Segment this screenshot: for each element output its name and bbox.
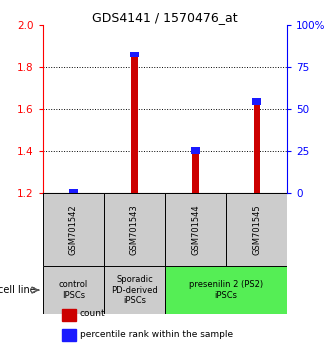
- Bar: [252, 98, 261, 105]
- Text: GSM701545: GSM701545: [252, 204, 261, 255]
- Text: GSM701542: GSM701542: [69, 204, 78, 255]
- Text: GSM701544: GSM701544: [191, 204, 200, 255]
- Text: count: count: [80, 309, 105, 319]
- Bar: [69, 189, 78, 193]
- Bar: [43, 193, 104, 266]
- Title: GDS4141 / 1570476_at: GDS4141 / 1570476_at: [92, 11, 238, 24]
- Bar: [131, 52, 138, 193]
- Bar: [62, 309, 76, 320]
- Text: percentile rank within the sample: percentile rank within the sample: [80, 330, 233, 338]
- Text: cell line: cell line: [0, 285, 36, 295]
- Bar: [165, 193, 226, 266]
- Text: Sporadic
PD-derived
iPSCs: Sporadic PD-derived iPSCs: [111, 275, 158, 305]
- Bar: [191, 147, 200, 154]
- Bar: [226, 193, 287, 266]
- Text: control
IPSCs: control IPSCs: [59, 280, 88, 300]
- Text: presenilin 2 (PS2)
iPSCs: presenilin 2 (PS2) iPSCs: [189, 280, 263, 300]
- Bar: [62, 329, 76, 341]
- Bar: [104, 266, 165, 314]
- Bar: [43, 266, 104, 314]
- Bar: [70, 189, 77, 193]
- Bar: [130, 52, 139, 57]
- Bar: [165, 266, 287, 314]
- Bar: [104, 193, 165, 266]
- Bar: [253, 98, 260, 193]
- Bar: [192, 147, 199, 193]
- Text: GSM701543: GSM701543: [130, 204, 139, 255]
